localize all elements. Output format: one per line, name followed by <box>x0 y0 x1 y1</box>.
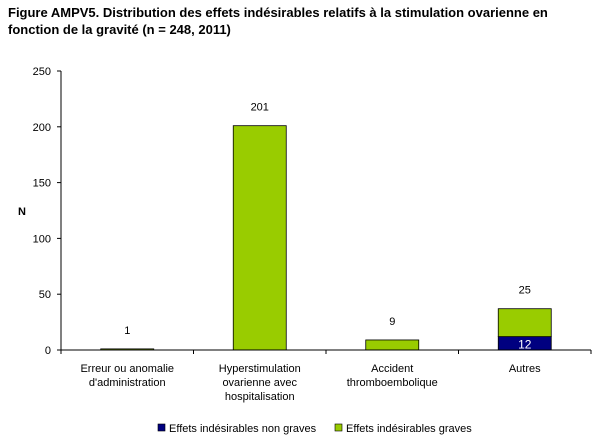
y-axis: 0 50 100 150 200 250 N <box>18 66 62 357</box>
bar-graves <box>365 339 420 351</box>
legend: Effets indésirables non graves Effets ind… <box>157 423 472 435</box>
data-label: 12 <box>518 337 532 351</box>
data-label: 201 <box>251 102 269 114</box>
chart-title: Figure AMPV5. Distribution des effets in… <box>8 5 548 37</box>
bar-graves <box>497 308 552 338</box>
bars: 1 201 9 12 25 <box>100 102 552 351</box>
y-tick-label: 100 <box>33 233 51 245</box>
x-category-label: Accident <box>371 363 413 375</box>
y-tick-label: 200 <box>33 122 51 134</box>
y-tick-label: 0 <box>45 345 51 357</box>
x-category-label: Autres <box>509 363 541 375</box>
data-label: 1 <box>124 325 130 337</box>
data-label: 9 <box>389 316 395 328</box>
legend-swatch-non-graves <box>157 423 166 432</box>
y-axis-label: N <box>18 206 26 218</box>
legend-label: Effets indésirables non graves <box>169 423 317 435</box>
x-category-label: Erreur ou anomalie <box>80 363 174 375</box>
x-category-label: d'administration <box>89 377 166 389</box>
x-axis: Erreur ou anomalie d'administration Hypers… <box>60 349 592 403</box>
bar-graves <box>232 125 287 351</box>
y-tick-label: 50 <box>39 289 51 301</box>
data-label: 25 <box>519 285 531 297</box>
y-tick-label: 150 <box>33 178 51 190</box>
x-category-label: thromboembolique <box>347 377 438 389</box>
legend-swatch-graves <box>334 423 343 432</box>
x-category-label: Hyperstimulation <box>219 363 301 375</box>
y-tick-label: 250 <box>33 66 51 78</box>
legend-label: Effets indésirables graves <box>346 423 472 435</box>
x-category-label: ovarienne avec <box>222 377 297 389</box>
x-category-label: hospitalisation <box>225 391 295 403</box>
